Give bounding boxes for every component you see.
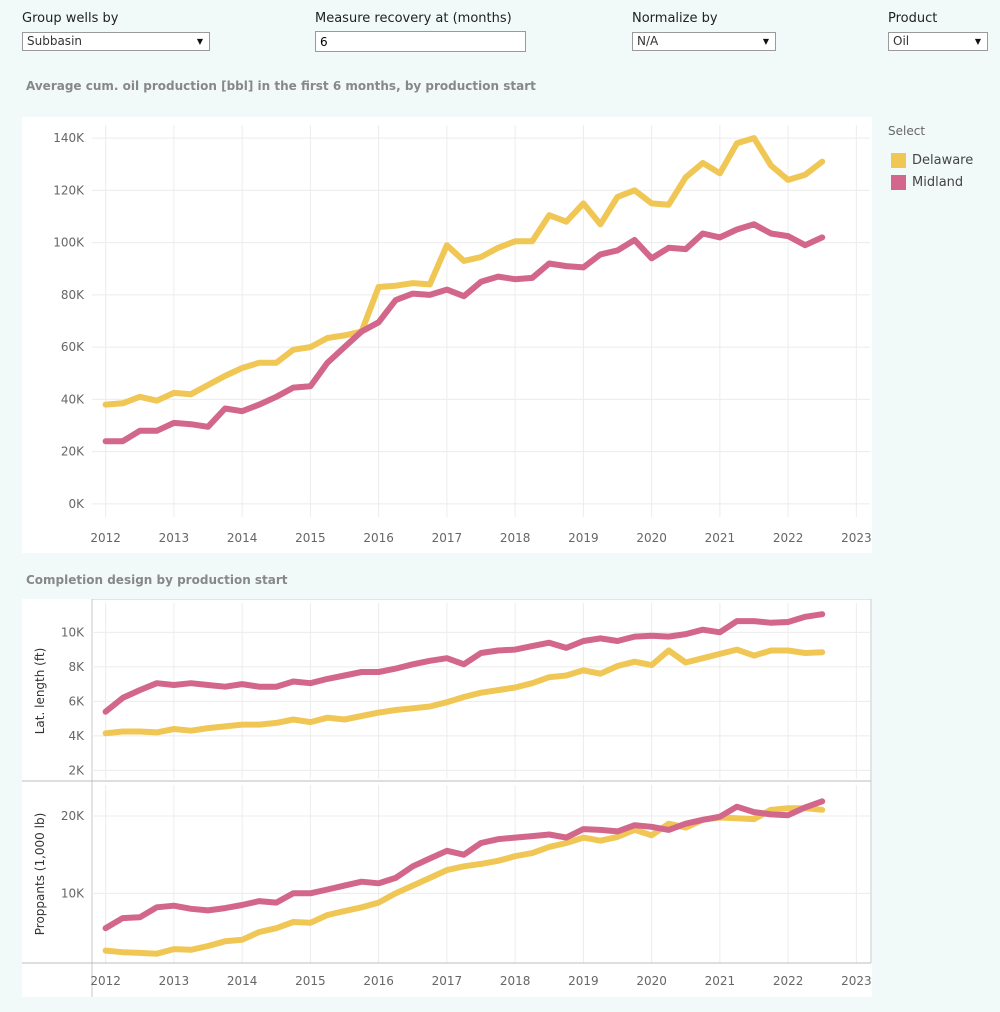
completion-chart: 2K 4K 6K 8K 10K Lat. length (ft) 10K 20K 2012 201… — [22, 598, 872, 997]
x-tick-label: 2017 — [432, 974, 463, 988]
group-by-dropdown[interactable]: Subbasin ▼ — [22, 32, 210, 51]
dropdown-arrow-icon: ▼ — [196, 37, 203, 46]
dropdown-arrow-icon: ▼ — [974, 37, 981, 46]
x-tick-label: 2022 — [773, 974, 804, 988]
x-tick-label: 2016 — [363, 531, 394, 545]
x-tick-label: 2013 — [159, 974, 190, 988]
series-line-delaware — [102, 135, 826, 408]
legend-title: Select — [888, 124, 926, 138]
x-tick-label: 2016 — [363, 974, 394, 988]
series-line-delaware — [102, 646, 826, 737]
y-tick-label: 120K — [53, 183, 85, 197]
x-tick-label: 2015 — [295, 974, 326, 988]
dropdown-arrow-icon: ▼ — [762, 37, 769, 46]
y-tick-label: 4K — [68, 729, 85, 743]
group-by-value: Subbasin — [27, 34, 83, 48]
y-tick-label: 20K — [61, 445, 85, 459]
series-line-midland — [102, 221, 826, 445]
x-tick-label: 2021 — [705, 531, 736, 545]
y-tick-label: 6K — [68, 694, 85, 708]
y-tick-label: 20K — [61, 809, 85, 823]
x-tick-label: 2014 — [227, 531, 258, 545]
series-line-midland — [102, 798, 826, 932]
legend-label-delaware: Delaware — [912, 153, 974, 168]
x-tick-label: 2012 — [90, 974, 121, 988]
recovery-input[interactable] — [315, 31, 526, 52]
completion-chart-panel: 2K 4K 6K 8K 10K Lat. length (ft) 10K 20K 2012 201… — [22, 598, 872, 997]
y-tick-label: 8K — [68, 660, 85, 674]
x-tick-label: 2020 — [636, 531, 667, 545]
y-tick-label: 60K — [61, 340, 85, 354]
legend-swatch-delaware — [891, 153, 906, 168]
legend-item-delaware[interactable]: Delaware — [891, 153, 973, 168]
x-tick-label: 2020 — [636, 974, 667, 988]
legend-label-midland: Midland — [912, 175, 964, 190]
production-chart-title: Average cum. oil production [bbl] in the… — [26, 79, 536, 93]
legend-swatch-midland — [891, 175, 906, 190]
x-tick-label: 2019 — [568, 531, 599, 545]
x-tick-label: 2015 — [295, 531, 326, 545]
x-tick-label: 2018 — [500, 531, 531, 545]
normalize-value: N/A — [637, 34, 659, 48]
product-dropdown[interactable]: Oil ▼ — [888, 32, 988, 51]
x-tick-label: 2021 — [705, 974, 736, 988]
y-tick-label: 10K — [61, 625, 85, 639]
x-tick-label: 2019 — [568, 974, 599, 988]
legend-item-midland[interactable]: Midland — [891, 175, 963, 190]
product-value: Oil — [893, 34, 910, 48]
y-axis-label: Lat. length (ft) — [33, 648, 47, 735]
normalize-dropdown[interactable]: N/A ▼ — [632, 32, 776, 51]
completion-chart-title: Completion design by production start — [26, 573, 288, 587]
y-tick-label: 40K — [61, 392, 85, 406]
x-tick-label: 2023 — [841, 531, 872, 545]
series-line-midland — [102, 611, 826, 715]
x-tick-label: 2013 — [159, 531, 190, 545]
product-label: Product — [888, 11, 938, 26]
y-tick-label: 100K — [53, 236, 85, 250]
recovery-label: Measure recovery at (months) — [315, 11, 512, 26]
x-tick-label: 2023 — [841, 974, 872, 988]
y-tick-label: 0K — [68, 497, 85, 511]
group-by-label: Group wells by — [22, 11, 119, 26]
x-tick-label: 2017 — [432, 531, 463, 545]
y-tick-label: 10K — [61, 886, 85, 900]
series-line-delaware — [102, 805, 826, 957]
x-tick-label: 2012 — [90, 531, 121, 545]
production-chart: 0K 20K 40K 60K 80K 100K 120K 140K 2012 2013 2014 20… — [53, 125, 872, 545]
production-chart-panel: 0K 20K 40K 60K 80K 100K 120K 140K 2012 2013 2014 20… — [22, 117, 872, 553]
y-tick-label: 80K — [61, 288, 85, 302]
x-tick-label: 2022 — [773, 531, 804, 545]
x-tick-label: 2014 — [227, 974, 258, 988]
x-tick-label: 2018 — [500, 974, 531, 988]
y-tick-label: 2K — [68, 763, 85, 777]
normalize-label: Normalize by — [632, 11, 718, 26]
y-axis-label: Proppants (1,000 lb) — [33, 813, 47, 935]
y-tick-label: 140K — [53, 131, 85, 145]
